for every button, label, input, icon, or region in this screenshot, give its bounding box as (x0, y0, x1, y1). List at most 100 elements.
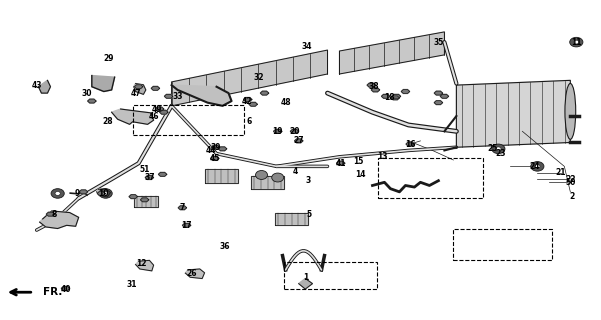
Ellipse shape (570, 37, 583, 47)
Polygon shape (249, 102, 257, 106)
Polygon shape (290, 129, 299, 133)
Text: 45: 45 (210, 154, 220, 163)
Text: 40: 40 (60, 284, 71, 293)
Text: 48: 48 (280, 98, 291, 107)
Text: 42: 42 (241, 97, 252, 106)
Ellipse shape (535, 164, 540, 168)
Polygon shape (456, 80, 570, 147)
Polygon shape (40, 211, 79, 228)
Text: 17: 17 (182, 221, 192, 230)
Ellipse shape (103, 192, 108, 196)
Text: FR.: FR. (43, 287, 62, 297)
Text: 7: 7 (180, 203, 185, 212)
Polygon shape (434, 101, 442, 105)
Bar (379, 158, 483, 198)
Polygon shape (210, 156, 219, 160)
Text: 23: 23 (495, 149, 505, 158)
Polygon shape (135, 196, 159, 207)
Text: 37: 37 (144, 173, 154, 182)
Text: 13: 13 (377, 152, 388, 161)
Polygon shape (97, 192, 106, 196)
Polygon shape (294, 139, 303, 143)
Polygon shape (112, 109, 154, 124)
Text: 41: 41 (335, 159, 346, 168)
Text: 9: 9 (75, 189, 80, 198)
Polygon shape (243, 98, 252, 101)
Text: 50: 50 (565, 178, 576, 187)
Text: 19: 19 (272, 127, 283, 136)
Polygon shape (367, 83, 376, 87)
Text: 34: 34 (301, 42, 312, 52)
Ellipse shape (492, 144, 505, 154)
Bar (133, 105, 244, 135)
Text: 15: 15 (353, 157, 364, 166)
Text: 33: 33 (172, 92, 183, 101)
Text: 38: 38 (368, 82, 379, 91)
Polygon shape (382, 94, 390, 98)
Polygon shape (134, 84, 146, 94)
Ellipse shape (496, 147, 501, 151)
Text: 29: 29 (103, 53, 114, 62)
Polygon shape (61, 286, 70, 290)
Polygon shape (46, 212, 55, 216)
Ellipse shape (574, 40, 579, 44)
Polygon shape (92, 76, 115, 92)
Text: 6: 6 (247, 117, 252, 126)
Polygon shape (129, 195, 138, 199)
Ellipse shape (272, 173, 284, 182)
Text: 31: 31 (126, 280, 136, 289)
Polygon shape (406, 142, 415, 146)
Text: 1: 1 (303, 273, 308, 282)
Polygon shape (38, 80, 50, 93)
Polygon shape (151, 86, 160, 90)
Polygon shape (178, 206, 186, 210)
Text: 30: 30 (81, 89, 92, 98)
Polygon shape (391, 96, 400, 100)
Text: 8: 8 (52, 210, 57, 219)
Text: 51: 51 (139, 165, 150, 174)
Text: 47: 47 (131, 89, 141, 98)
Polygon shape (273, 129, 282, 133)
Ellipse shape (55, 192, 60, 196)
Text: 27: 27 (293, 136, 304, 145)
Text: 11: 11 (571, 38, 582, 47)
Bar (453, 228, 552, 260)
Text: 14: 14 (355, 170, 366, 179)
Text: 26: 26 (186, 268, 197, 278)
Text: 44: 44 (206, 146, 216, 155)
Text: 21: 21 (555, 168, 566, 177)
Polygon shape (171, 85, 231, 106)
Polygon shape (185, 269, 204, 278)
Polygon shape (136, 260, 154, 271)
Polygon shape (159, 172, 167, 176)
Text: 32: 32 (253, 73, 264, 82)
Polygon shape (135, 85, 143, 89)
Ellipse shape (531, 162, 544, 171)
Polygon shape (182, 223, 191, 227)
Ellipse shape (51, 189, 64, 198)
Polygon shape (371, 88, 380, 92)
Text: 28: 28 (102, 117, 113, 126)
Polygon shape (251, 176, 284, 189)
Polygon shape (141, 198, 149, 202)
Polygon shape (160, 110, 168, 114)
Polygon shape (171, 50, 328, 106)
Polygon shape (299, 278, 313, 289)
Ellipse shape (99, 189, 112, 198)
Ellipse shape (255, 171, 267, 180)
Polygon shape (260, 91, 269, 95)
Text: 46: 46 (148, 113, 159, 122)
Text: 12: 12 (136, 259, 147, 268)
Text: 5: 5 (307, 210, 312, 219)
Polygon shape (88, 99, 96, 103)
Polygon shape (156, 107, 164, 111)
Polygon shape (392, 94, 401, 98)
Text: 35: 35 (433, 38, 444, 47)
Polygon shape (401, 90, 410, 93)
Text: 43: 43 (31, 81, 42, 90)
Text: 22: 22 (565, 175, 576, 184)
Polygon shape (165, 94, 172, 98)
Text: 4: 4 (293, 167, 298, 176)
Polygon shape (440, 94, 448, 98)
Polygon shape (205, 169, 238, 183)
